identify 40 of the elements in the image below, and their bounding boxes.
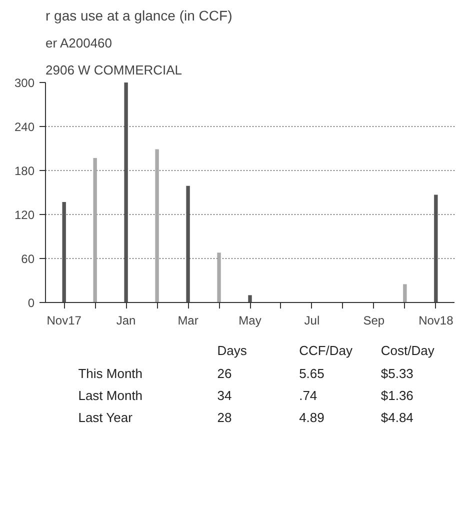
text: er A200460	[46, 36, 112, 50]
text: 26	[217, 366, 232, 381]
text: 28	[217, 410, 232, 425]
text: $5.33	[380, 366, 414, 381]
bar	[248, 295, 252, 302]
y-tick-label: 240	[14, 120, 35, 134]
y-tick-label: 120	[14, 208, 35, 222]
x-tick-label: May	[238, 314, 262, 328]
x-tick-label: Jul	[304, 314, 320, 328]
text: CCF/Day	[299, 343, 354, 358]
y-tick-label: 180	[14, 164, 35, 178]
text: .74	[299, 388, 318, 403]
bar	[403, 284, 407, 302]
text: $4.84	[380, 410, 414, 425]
x-tick-label: Nov17	[46, 314, 82, 328]
x-tick-label: Sep	[363, 314, 385, 328]
text: 5.65	[299, 366, 324, 381]
y-tick-label: 60	[21, 252, 35, 266]
y-tick-label: 300	[14, 76, 35, 90]
bar	[217, 252, 221, 302]
x-tick-label: Mar	[178, 314, 198, 328]
text: $1.36	[380, 388, 414, 403]
bar	[62, 202, 66, 302]
bar	[434, 194, 438, 302]
text: Last Month	[78, 388, 143, 403]
chart-subtitle: 2906 W COMMERCIAL	[46, 62, 182, 78]
x-tick-label: Jan	[116, 314, 136, 328]
bar	[124, 82, 128, 302]
text: Last Year	[78, 410, 134, 425]
bar	[93, 158, 97, 302]
text: Cost/Day	[380, 343, 435, 358]
chart-title: r gas use at a glance (in CCF)	[46, 8, 232, 24]
bar	[186, 186, 190, 302]
text: 4.89	[299, 410, 324, 425]
x-tick-label: Nov18	[418, 314, 454, 328]
text: This Month	[78, 366, 143, 381]
text: Days	[217, 343, 248, 358]
y-tick-label: 0	[28, 296, 35, 310]
text: 34	[217, 388, 232, 403]
bar	[155, 149, 159, 302]
